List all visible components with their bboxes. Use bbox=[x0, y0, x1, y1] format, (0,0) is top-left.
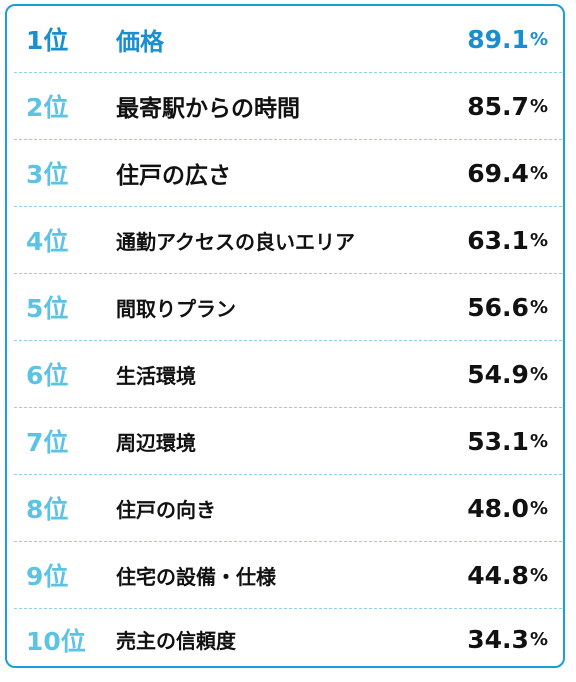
rank-number: 5位 bbox=[26, 294, 69, 323]
percentage: 85.7% bbox=[467, 73, 548, 139]
percentage-unit: % bbox=[529, 629, 548, 650]
ranking-row: 3位 住戸の広さ 69.4% bbox=[14, 140, 562, 207]
percentage-value: 85.7 bbox=[467, 91, 529, 121]
item-label: 間取りプラン bbox=[116, 296, 236, 321]
item-label: 住戸の向き bbox=[116, 497, 216, 522]
percentage: 34.3% bbox=[467, 606, 548, 673]
percentage-value: 56.6 bbox=[467, 292, 529, 322]
percentage: 69.4% bbox=[467, 140, 548, 206]
rank-number: 9位 bbox=[26, 562, 69, 591]
percentage-unit: % bbox=[529, 229, 548, 251]
ranking-row: 8位 住戸の向き 48.0% bbox=[14, 475, 562, 542]
item-label: 通勤アクセスの良いエリア bbox=[116, 229, 355, 254]
rank-number: 10位 bbox=[26, 626, 86, 656]
percentage: 89.1% bbox=[467, 6, 548, 72]
ranking-row: 4位 通勤アクセスの良いエリア 63.1% bbox=[14, 207, 562, 274]
percentage-unit: % bbox=[529, 497, 548, 519]
rank-number: 2位 bbox=[26, 93, 69, 122]
percentage: 53.1% bbox=[467, 408, 548, 474]
rank-number: 4位 bbox=[26, 227, 69, 256]
percentage-value: 53.1 bbox=[467, 426, 529, 456]
percentage: 63.1% bbox=[467, 207, 548, 273]
ranking-row: 1位 価格 89.1% bbox=[14, 6, 562, 73]
percentage-unit: % bbox=[529, 296, 548, 318]
ranking-row: 6位 生活環境 54.9% bbox=[14, 341, 562, 408]
ranking-row: 5位 間取りプラン 56.6% bbox=[14, 274, 562, 341]
item-label: 生活環境 bbox=[116, 363, 196, 388]
ranking-panel bbox=[5, 4, 565, 668]
ranking-row: 9位 住宅の設備・仕様 44.8% bbox=[14, 542, 562, 609]
rank-number: 8位 bbox=[26, 495, 69, 524]
percentage-unit: % bbox=[529, 363, 548, 385]
percentage-unit: % bbox=[529, 95, 548, 117]
percentage-unit: % bbox=[529, 28, 548, 50]
percentage-value: 69.4 bbox=[467, 158, 529, 188]
item-label: 最寄駅からの時間 bbox=[116, 96, 300, 122]
ranking-row: 7位 周辺環境 53.1% bbox=[14, 408, 562, 475]
rank-number: 7位 bbox=[26, 428, 69, 457]
item-label: 住宅の設備・仕様 bbox=[116, 564, 276, 589]
item-label: 周辺環境 bbox=[116, 430, 196, 455]
percentage-unit: % bbox=[529, 430, 548, 452]
percentage-unit: % bbox=[529, 564, 548, 586]
percentage: 44.8% bbox=[467, 542, 548, 608]
percentage-value: 34.3 bbox=[467, 625, 529, 654]
percentage: 48.0% bbox=[467, 475, 548, 541]
percentage-value: 54.9 bbox=[467, 359, 529, 389]
item-label: 住戸の広さ bbox=[116, 163, 231, 189]
ranking-row: 10位 売主の信頼度 34.3% bbox=[14, 606, 562, 673]
percentage-value: 89.1 bbox=[467, 24, 529, 54]
item-label: 売主の信頼度 bbox=[116, 629, 236, 653]
rank-number: 6位 bbox=[26, 361, 69, 390]
percentage: 56.6% bbox=[467, 274, 548, 340]
ranking-row: 2位 最寄駅からの時間 85.7% bbox=[14, 73, 562, 140]
percentage-value: 63.1 bbox=[467, 225, 529, 255]
percentage-value: 44.8 bbox=[467, 560, 529, 590]
item-label: 価格 bbox=[116, 27, 164, 56]
percentage-value: 48.0 bbox=[467, 493, 529, 523]
rank-number: 3位 bbox=[26, 160, 69, 189]
percentage: 54.9% bbox=[467, 341, 548, 407]
rank-number: 1位 bbox=[26, 26, 69, 55]
percentage-unit: % bbox=[529, 162, 548, 184]
